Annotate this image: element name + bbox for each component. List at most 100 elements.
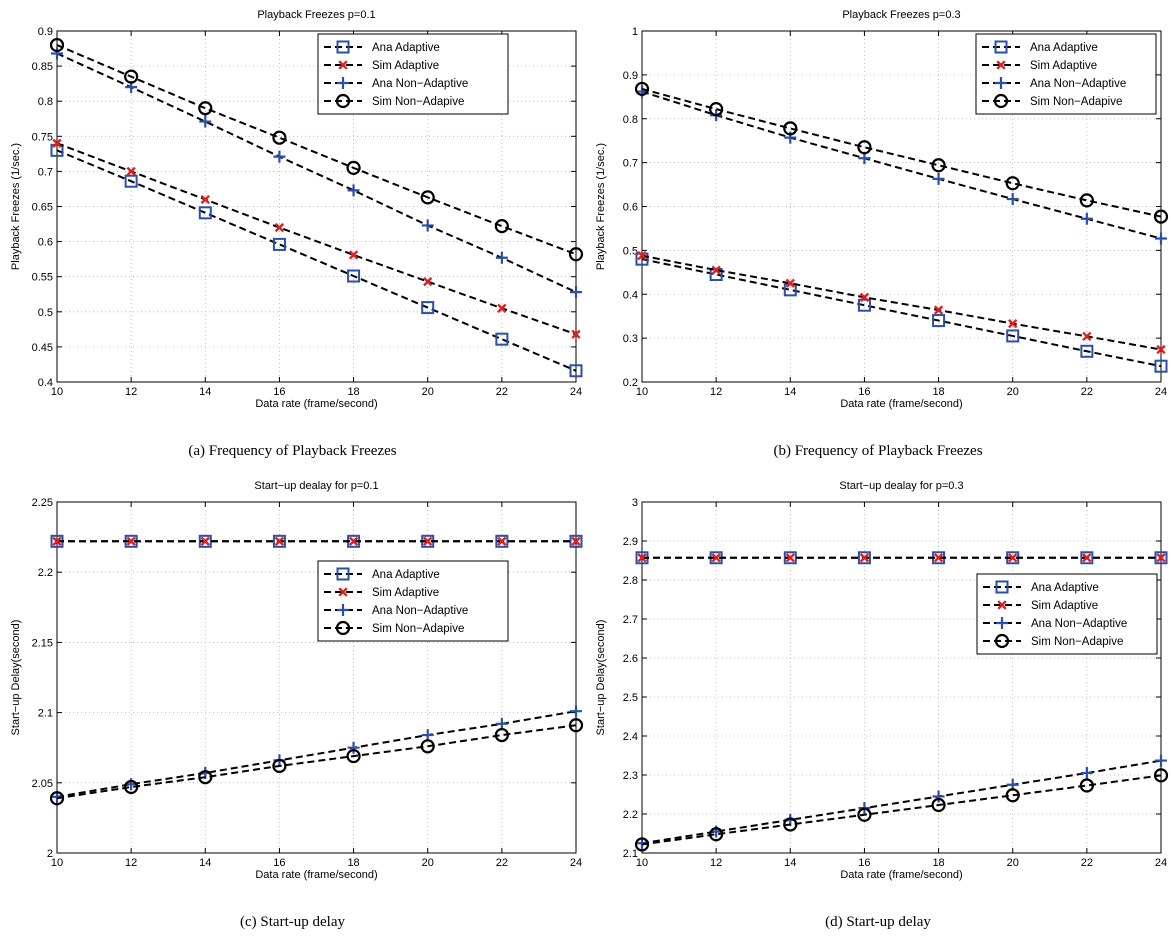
plot-frame [641,501,1162,854]
series-line [641,258,1162,368]
data-point [859,292,870,302]
data-point [857,807,872,822]
y-tick-label: 0.55 [32,272,53,284]
data-point [931,158,946,173]
data-point [932,790,945,803]
y-tick-label: 2.25 [32,497,53,509]
data-point [570,286,582,299]
data-point [1006,329,1020,343]
data-point [570,705,582,718]
data-point [348,536,359,546]
legend-marker [995,580,1009,594]
data-point [495,332,509,346]
legend-label: Sim Non−Adapive [1031,636,1123,648]
series-line [641,774,1162,846]
data-point [569,364,583,378]
data-point [932,172,945,185]
data-point [274,222,285,233]
data-point [49,37,65,53]
data-point [785,278,795,288]
legend-marker [993,93,1009,109]
y-tick-label: 2.8 [623,575,638,587]
data-point [711,553,721,563]
data-point [420,739,435,754]
data-point [200,194,210,205]
data-point [1008,318,1018,329]
data-point [274,536,285,546]
y-tick-label: 2.2 [38,567,53,579]
y-tick-label: 2.6 [623,653,638,665]
legend-label: Ana Non−Adaptive [372,78,468,90]
y-tick-label: 0.9 [623,70,638,82]
data-point [200,536,210,546]
y-axis-label: Start−up Delay(second) [595,620,607,736]
y-tick-label: 2.9 [623,536,638,548]
x-tick-label: 22 [496,857,508,869]
data-point [933,553,944,563]
x-tick-label: 16 [273,386,285,398]
x-tick-label: 10 [51,857,63,869]
legend-marker [996,617,1008,629]
chart-panel-c: 10 12 14 16 18 20 22 24 2 2.05 2.1 2.15 2.2 2.25 Start… [0,471,585,942]
y-tick-label: 3 [632,497,638,509]
data-point [497,536,507,546]
data-point [1079,778,1094,793]
legend-label: Sim Adaptive [1030,60,1097,72]
data-point [497,303,507,313]
caption-b: (b) Frequency of Playback Freezes [773,443,983,459]
legend-label: Ana Non−Adaptive [372,605,468,617]
legend-label: Sim Non−Adapive [372,623,464,635]
y-tick-label: 2.1 [623,848,638,860]
chart-title: Start−up dealay for p=0.3 [839,480,963,492]
data-point [933,305,944,315]
data-point [1155,232,1167,245]
legend: Ana Adaptive Sim Adaptive Ana Non−Adaptiv… [317,560,509,642]
series-sim-adaptive [52,536,581,546]
y-tick-label: 2 [47,848,53,860]
y-axis-label: Start−up Delay(second) [10,620,22,736]
data-point [272,130,287,145]
legend-marker [338,60,348,70]
chart-panel-b: 10 12 14 16 18 20 22 24 0.2 0.3 0.4 0.5 0.6 0.7 0.8 0.9… [585,0,1171,471]
legend-label: Sim Non−Adapive [1030,96,1122,108]
data-point [51,47,63,60]
legend-marker [337,77,349,89]
series-ana-non-adaptive [51,47,582,299]
data-point [1156,553,1166,563]
legend-marker [338,587,348,597]
data-point [199,115,212,128]
data-point [198,770,213,785]
series-sim-adaptive [52,138,581,339]
data-point [785,553,795,563]
series-sim-non-adapive [49,37,584,262]
data-point [932,314,946,328]
data-point [1080,212,1093,225]
legend-marker [997,600,1007,610]
series-sim-non-adapive [634,81,1169,224]
data-point [709,827,724,842]
legend-marker [994,40,1008,54]
y-tick-label: 0.5 [38,307,53,319]
data-point [495,251,508,264]
data-point [347,269,361,283]
series-ana-non-adaptive [51,705,582,803]
chart-title: Start−up dealay for p=0.1 [254,480,378,492]
data-point [711,265,721,275]
data-point [569,534,583,548]
y-tick-label: 0.2 [623,377,638,389]
data-point [1082,331,1092,342]
data-point [857,140,872,155]
y-axis-label: Playback Freezes (1/sec.) [595,143,607,270]
legend-label: Sim Adaptive [372,60,439,72]
x-tick-label: 10 [636,857,648,869]
y-tick-label: 2.4 [623,731,638,743]
chart-panel-d: 10 12 14 16 18 20 22 24 2.1 2.2 2.3 2.4 2.5 2.6 2.7 2.8… [585,471,1171,942]
y-tick-label: 0.6 [623,202,638,214]
data-point [1082,553,1092,563]
data-point [571,329,581,339]
x-tick-label: 24 [570,857,582,869]
y-tick-label: 0.8 [623,114,638,126]
data-point [49,791,65,806]
x-tick-label: 12 [710,857,722,869]
data-point [857,551,871,565]
